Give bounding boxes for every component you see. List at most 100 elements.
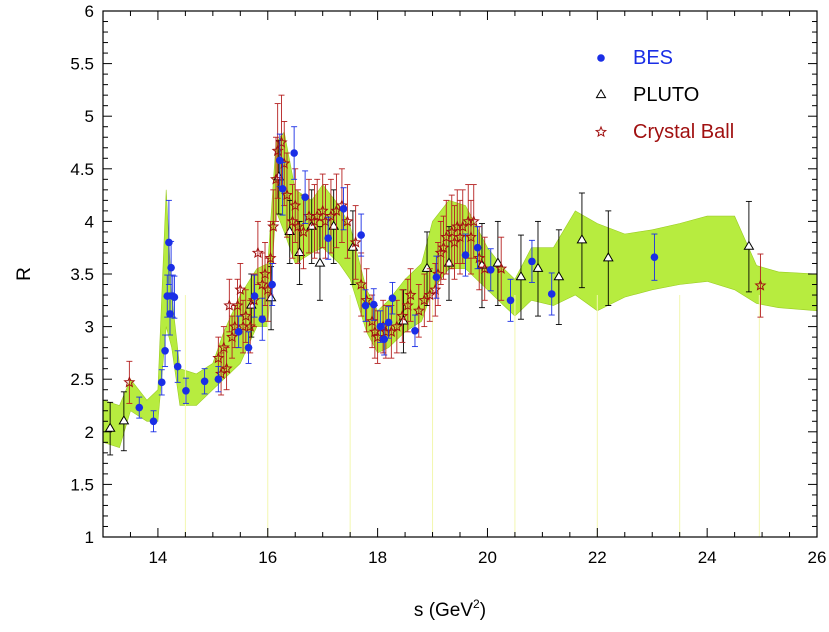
y-tick-label: 5 <box>85 107 94 126</box>
data-point <box>278 184 287 193</box>
data-point <box>492 257 504 267</box>
y-tick-label: 1.5 <box>70 475 94 494</box>
data-point <box>366 314 379 327</box>
x-tick-label: 20 <box>478 548 497 567</box>
y-tick-label: 2.5 <box>70 370 94 389</box>
data-point <box>234 328 243 336</box>
data-point <box>384 318 393 327</box>
data-point <box>289 199 302 211</box>
data-point <box>314 257 326 267</box>
legend-label: BES <box>633 47 673 69</box>
data-point <box>461 251 470 259</box>
x-axis-label-end: ) <box>480 600 486 621</box>
data-point <box>170 293 179 301</box>
data-point <box>239 309 252 322</box>
data-point <box>297 225 310 238</box>
legend-marker <box>595 88 607 99</box>
data-point <box>328 220 340 230</box>
data-point <box>161 346 169 355</box>
x-axis-label-superscript: 2 <box>473 597 480 611</box>
data-point <box>214 375 223 384</box>
data-point <box>506 296 515 305</box>
data-points <box>104 94 767 456</box>
data-point <box>467 215 480 227</box>
data-point <box>231 299 244 311</box>
data-point <box>528 257 536 266</box>
legend: BES PLUTO Crystal Ball <box>594 47 734 143</box>
data-point <box>339 204 348 213</box>
y-tick-label: 4 <box>85 212 94 231</box>
data-point <box>301 193 309 202</box>
x-tick-label: 16 <box>258 548 277 567</box>
x-tick-label: 18 <box>368 548 387 567</box>
data-point <box>264 251 277 264</box>
data-point <box>390 320 403 332</box>
data-point <box>473 243 482 252</box>
series-bes <box>135 126 659 433</box>
data-point <box>602 252 614 262</box>
data-point <box>217 341 230 353</box>
data-point <box>429 283 442 295</box>
data-point <box>248 293 261 306</box>
data-point <box>275 136 288 148</box>
data-point <box>357 231 365 239</box>
data-point <box>553 270 565 281</box>
data-point <box>754 279 767 291</box>
data-point <box>166 310 174 318</box>
data-point <box>316 204 329 216</box>
data-point <box>149 417 158 426</box>
series-pluto <box>104 139 755 456</box>
series-crystal-ball <box>123 94 767 404</box>
y-tick-label: 4.5 <box>70 160 94 179</box>
data-point <box>412 304 425 317</box>
data-point <box>515 270 527 281</box>
y-tick-label: 2 <box>85 423 94 442</box>
data-point <box>167 263 175 272</box>
threshold-guides <box>184 295 760 537</box>
data-point <box>743 240 755 250</box>
legend-marker <box>597 54 605 62</box>
data-point <box>259 267 272 280</box>
legend-label: Crystal Ball <box>633 121 734 143</box>
data-point <box>432 273 441 281</box>
legend-label: PLUTO <box>633 84 699 106</box>
data-point <box>443 257 455 267</box>
data-point <box>290 149 298 157</box>
data-point <box>267 220 280 232</box>
data-point <box>250 292 259 300</box>
x-tick-label: 22 <box>588 548 607 567</box>
data-point <box>244 343 253 352</box>
data-point <box>473 251 486 264</box>
data-point <box>434 246 447 259</box>
data-point <box>118 415 130 425</box>
data-point <box>361 301 370 310</box>
data-point <box>388 294 397 302</box>
uncertainty-band <box>102 131 818 448</box>
data-point <box>349 235 362 248</box>
data-point <box>369 300 378 309</box>
data-point <box>165 238 173 247</box>
data-point <box>368 325 381 337</box>
data-point <box>464 230 477 243</box>
data-point <box>411 327 419 335</box>
data-point <box>284 225 296 236</box>
data-point <box>294 246 306 257</box>
data-point <box>200 377 209 386</box>
data-point <box>396 309 409 322</box>
data-point <box>157 378 166 387</box>
y-tick-label: 6 <box>85 2 94 21</box>
data-point <box>220 362 233 374</box>
x-axis-label-main: s (GeV <box>414 600 473 621</box>
data-point <box>135 403 144 412</box>
x-tick-label: 14 <box>148 548 167 567</box>
data-point <box>286 215 299 227</box>
data-point <box>404 288 417 301</box>
data-point <box>251 246 264 259</box>
data-point <box>486 265 495 274</box>
y-tick-label: 1 <box>85 528 94 547</box>
y-axis-label: R <box>14 267 35 281</box>
data-point <box>308 215 321 227</box>
data-point <box>212 351 225 364</box>
x-axis-label: s (GeV2) <box>414 597 486 621</box>
